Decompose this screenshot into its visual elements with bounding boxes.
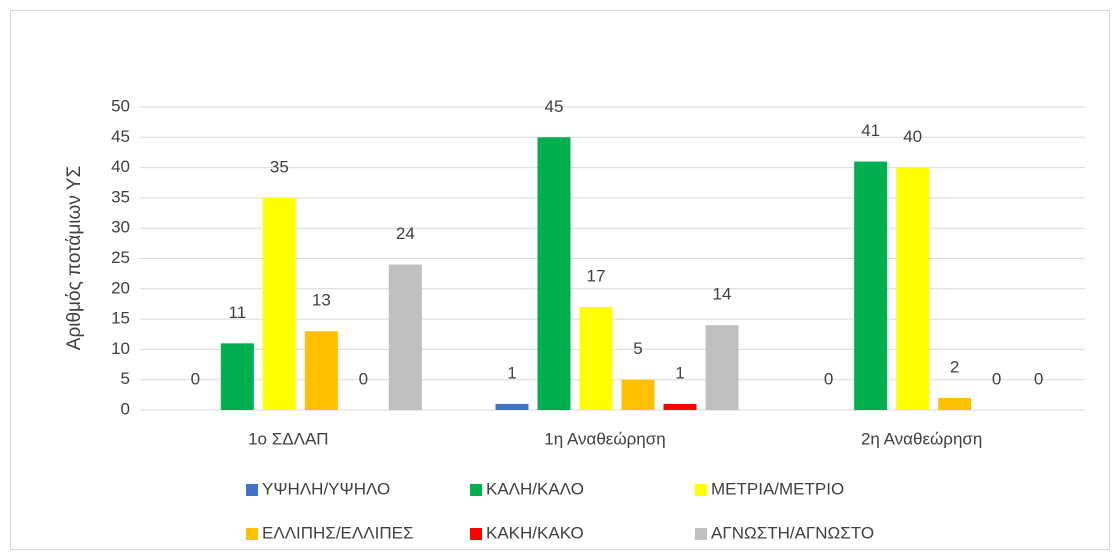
bar <box>304 331 338 410</box>
bar <box>854 161 888 410</box>
legend-label: ΥΨΗΛΗ/ΥΨΗΛΟ <box>262 479 390 498</box>
y-tick-label: 20 <box>111 278 130 297</box>
data-label: 11 <box>229 303 247 322</box>
y-tick-label: 5 <box>121 369 130 388</box>
bar <box>705 325 739 410</box>
data-label: 45 <box>545 97 564 116</box>
data-label: 17 <box>587 266 606 285</box>
data-label: 24 <box>396 224 415 243</box>
data-label: 1 <box>675 363 684 382</box>
legend-swatch <box>246 484 258 496</box>
bar <box>388 264 422 410</box>
y-axis-title: Αριθμός ποτάμιων ΥΣ <box>64 166 85 350</box>
bar <box>663 403 697 410</box>
bar <box>537 137 571 411</box>
data-label: 0 <box>359 369 368 388</box>
y-tick-label: 10 <box>111 339 130 358</box>
data-label: 40 <box>903 127 922 146</box>
data-label: 5 <box>633 339 642 358</box>
legend-swatch <box>246 528 258 540</box>
x-tick-label: 2η Αναθεώρηση <box>861 429 982 448</box>
y-tick-label: 0 <box>121 399 130 418</box>
legend-label: ΑΓΝΩΣΤΗ/ΑΓΝΩΣΤΟ <box>711 523 874 542</box>
bar <box>896 167 930 410</box>
legend-label: ΚΑΛΗ/ΚΑΛΟ <box>486 479 584 498</box>
legend-label: ΜΕΤΡΙΑ/ΜΕΤΡΙΟ <box>711 479 844 498</box>
y-tick-label: 40 <box>111 157 130 176</box>
y-tick-label: 15 <box>111 309 130 328</box>
y-tick-label: 45 <box>111 127 130 146</box>
data-label: 13 <box>312 291 331 310</box>
data-label: 0 <box>191 369 200 388</box>
legend-swatch <box>695 484 707 496</box>
bar <box>495 403 529 410</box>
legend-swatch <box>470 484 482 496</box>
bar <box>220 343 254 410</box>
data-label: 35 <box>270 157 289 176</box>
y-tick-label: 35 <box>111 187 130 206</box>
x-tick-label: 1η Αναθεώρηση <box>544 429 665 448</box>
legend-swatch <box>470 528 482 540</box>
y-tick-label: 25 <box>111 248 130 267</box>
y-tick-label: 50 <box>111 96 130 115</box>
y-tick-label: 30 <box>111 218 130 237</box>
legend-swatch <box>695 528 707 540</box>
legend-label: ΚΑΚΗ/ΚΑΚΟ <box>486 523 584 542</box>
bar <box>579 306 613 410</box>
data-label: 1 <box>507 363 516 382</box>
bar <box>938 397 972 410</box>
bar <box>621 379 655 410</box>
data-label: 0 <box>824 369 833 388</box>
data-label: 14 <box>713 285 732 304</box>
data-label: 41 <box>861 121 880 140</box>
data-label: 2 <box>950 357 959 376</box>
data-label: 0 <box>1034 369 1043 388</box>
x-tick-label: 1ο ΣΔΛΑΠ <box>248 429 328 448</box>
data-label: 0 <box>992 369 1001 388</box>
legend-label: ΕΛΛΙΠΗΣ/ΕΛΛΙΠΕΣ <box>262 523 413 542</box>
bar <box>262 197 296 410</box>
